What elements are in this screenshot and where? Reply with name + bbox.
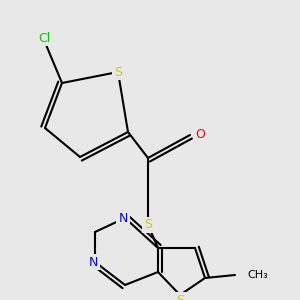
Text: N: N <box>118 212 128 224</box>
Text: Cl: Cl <box>38 32 50 44</box>
Text: N: N <box>88 256 98 268</box>
Text: S: S <box>114 65 122 79</box>
Text: CH₃: CH₃ <box>247 270 268 280</box>
Text: N: N <box>118 212 128 224</box>
Text: S: S <box>144 218 152 232</box>
Text: S: S <box>176 293 184 300</box>
Text: O: O <box>195 128 205 142</box>
Text: S: S <box>144 218 152 232</box>
Text: S: S <box>176 293 184 300</box>
Text: Cl: Cl <box>38 32 50 44</box>
Text: S: S <box>114 65 122 79</box>
Text: O: O <box>195 128 205 142</box>
Text: N: N <box>88 256 98 268</box>
